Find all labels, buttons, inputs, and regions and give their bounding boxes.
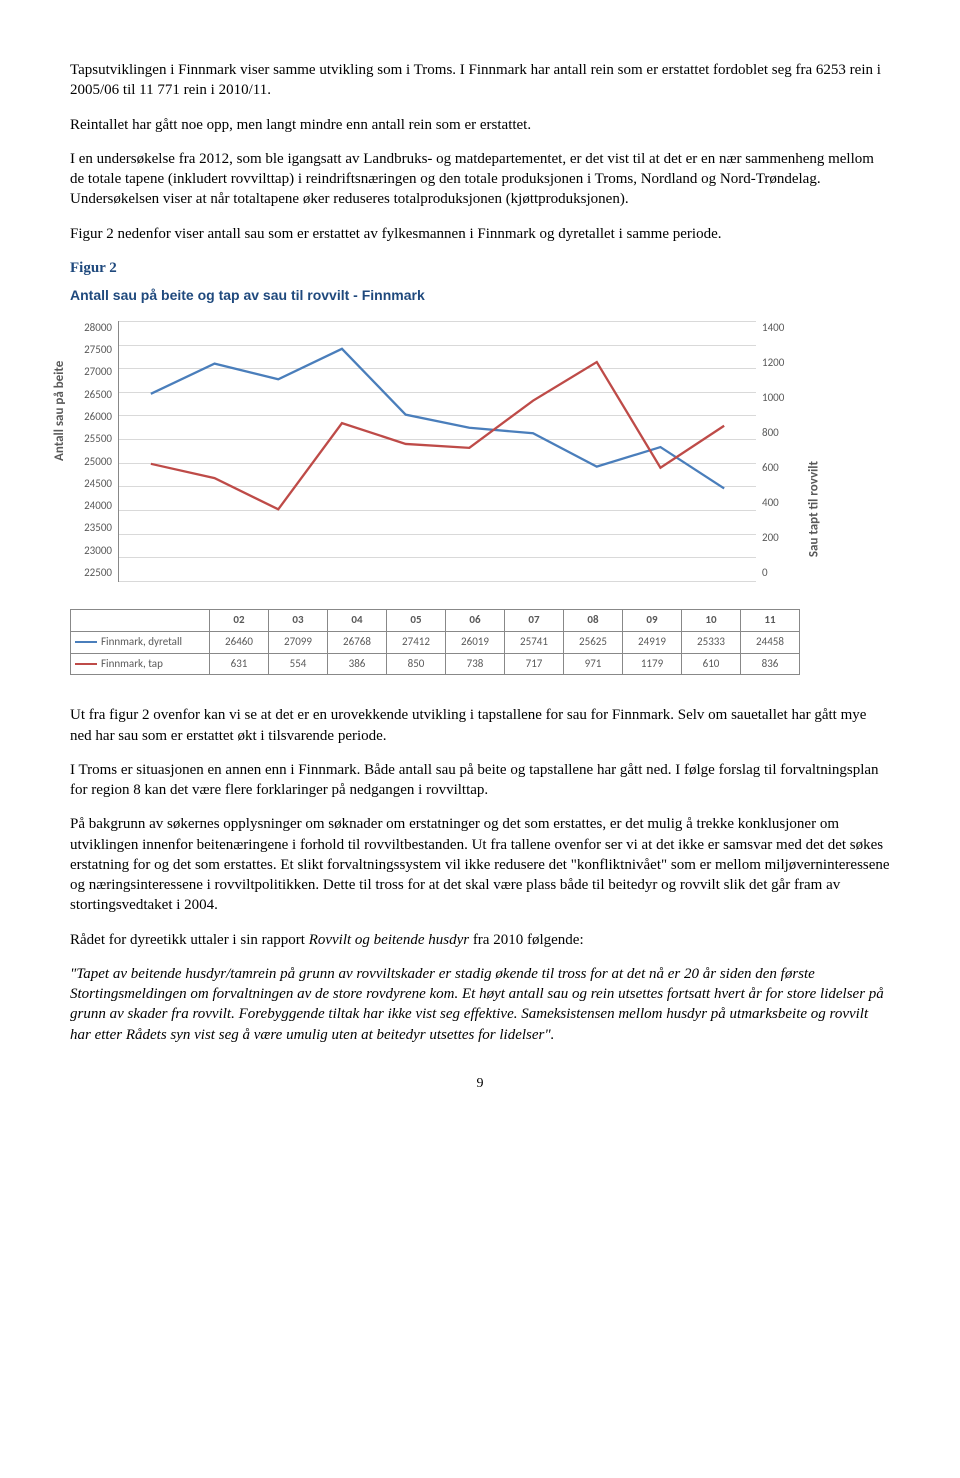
- paragraph: Rådet for dyreetikk uttaler i sin rappor…: [70, 930, 890, 950]
- y-tick: 25500: [70, 432, 112, 447]
- y-tick: 27000: [70, 365, 112, 380]
- y-tick: 400: [762, 496, 800, 511]
- cell: 26460: [210, 631, 269, 653]
- y-tick: 1400: [762, 321, 800, 336]
- y-tick: 22500: [70, 566, 112, 581]
- y-tick: 26000: [70, 410, 112, 425]
- figure-label: Figur 2: [70, 258, 890, 278]
- cell: 26768: [328, 631, 387, 653]
- y-tick: 23500: [70, 521, 112, 536]
- cell: 26019: [446, 631, 505, 653]
- y-tick: 1200: [762, 356, 800, 371]
- y-tick: 23000: [70, 544, 112, 559]
- cell: 717: [505, 653, 564, 675]
- paragraph: Reintallet har gått noe opp, men langt m…: [70, 115, 890, 135]
- cell: 27412: [387, 631, 446, 653]
- chart-title: Antall sau på beite og tap av sau til ro…: [70, 286, 890, 305]
- paragraph: Tapsutviklingen i Finnmark viser samme u…: [70, 60, 890, 101]
- chart-svg: [119, 321, 756, 581]
- paragraph: Figur 2 nedenfor viser antall sau som er…: [70, 224, 890, 244]
- paragraph: På bakgrunn av søkernes opplysninger om …: [70, 814, 890, 915]
- cell: 631: [210, 653, 269, 675]
- chart-data-table: 02 03 04 05 06 07 08 09 10 11 Finnmark, …: [70, 609, 800, 676]
- y-tick: 1000: [762, 391, 800, 406]
- chart-table-row: Finnmark, dyretall 26460 27099 26768 274…: [71, 631, 800, 653]
- chart: Antall sau på beite 28000 27500 27000 26…: [70, 311, 800, 676]
- y-tick: 25000: [70, 455, 112, 470]
- legend-swatch-blue: [75, 641, 97, 643]
- cell: 386: [328, 653, 387, 675]
- x-tick: 07: [505, 609, 564, 631]
- text: Rådet for dyreetikk uttaler i sin rappor…: [70, 932, 309, 948]
- x-tick: 05: [387, 609, 446, 631]
- x-tick: 03: [269, 609, 328, 631]
- y-axis-ticks-right: 1400 1200 1000 800 600 400 200 0: [756, 321, 800, 581]
- series-name: Finnmark, tap: [101, 657, 163, 670]
- cell: 24919: [623, 631, 682, 653]
- paragraph: I en undersøkelse fra 2012, som ble igan…: [70, 149, 890, 210]
- series-name: Finnmark, dyretall: [101, 635, 182, 648]
- text-italic: Rovvilt og beitende husdyr: [309, 932, 469, 948]
- chart-table-header: 02 03 04 05 06 07 08 09 10 11: [71, 609, 800, 631]
- series-line: [151, 349, 724, 489]
- x-tick: 06: [446, 609, 505, 631]
- x-tick: 02: [210, 609, 269, 631]
- x-tick: 09: [623, 609, 682, 631]
- chart-table-row: Finnmark, tap 631 554 386 850 738 717 97…: [71, 653, 800, 675]
- cell: 24458: [741, 631, 800, 653]
- x-tick: 10: [682, 609, 741, 631]
- y-axis-label-left: Antall sau på beite: [51, 361, 69, 461]
- x-tick: 11: [741, 609, 800, 631]
- grid-line: [119, 581, 756, 582]
- quote-paragraph: "Tapet av beitende husdyr/tamrein på gru…: [70, 964, 890, 1045]
- y-tick: 200: [762, 531, 800, 546]
- cell: 27099: [269, 631, 328, 653]
- paragraph: Ut fra figur 2 ovenfor kan vi se at det …: [70, 705, 890, 746]
- cell: 554: [269, 653, 328, 675]
- text: fra 2010 følgende:: [469, 932, 584, 948]
- chart-plot: [118, 321, 756, 582]
- cell: 610: [682, 653, 741, 675]
- cell: 738: [446, 653, 505, 675]
- y-axis-label-right: Sau tapt til rovvilt: [805, 461, 823, 557]
- page-number: 9: [70, 1075, 890, 1094]
- y-tick: 26500: [70, 388, 112, 403]
- cell: 25333: [682, 631, 741, 653]
- cell: 25625: [564, 631, 623, 653]
- x-tick: 04: [328, 609, 387, 631]
- y-tick: 600: [762, 461, 800, 476]
- y-tick: 28000: [70, 321, 112, 336]
- cell: 836: [741, 653, 800, 675]
- paragraph: I Troms er situasjonen en annen enn i Fi…: [70, 760, 890, 801]
- y-tick: 24500: [70, 477, 112, 492]
- cell: 850: [387, 653, 446, 675]
- cell: 25741: [505, 631, 564, 653]
- cell: 971: [564, 653, 623, 675]
- x-tick: 08: [564, 609, 623, 631]
- legend-swatch-red: [75, 663, 97, 665]
- y-axis-ticks-left: 28000 27500 27000 26500 26000 25500 2500…: [70, 321, 118, 581]
- series-line: [151, 362, 724, 509]
- y-tick: 800: [762, 426, 800, 441]
- y-tick: 24000: [70, 499, 112, 514]
- y-tick: 0: [762, 566, 800, 581]
- cell: 1179: [623, 653, 682, 675]
- y-tick: 27500: [70, 343, 112, 358]
